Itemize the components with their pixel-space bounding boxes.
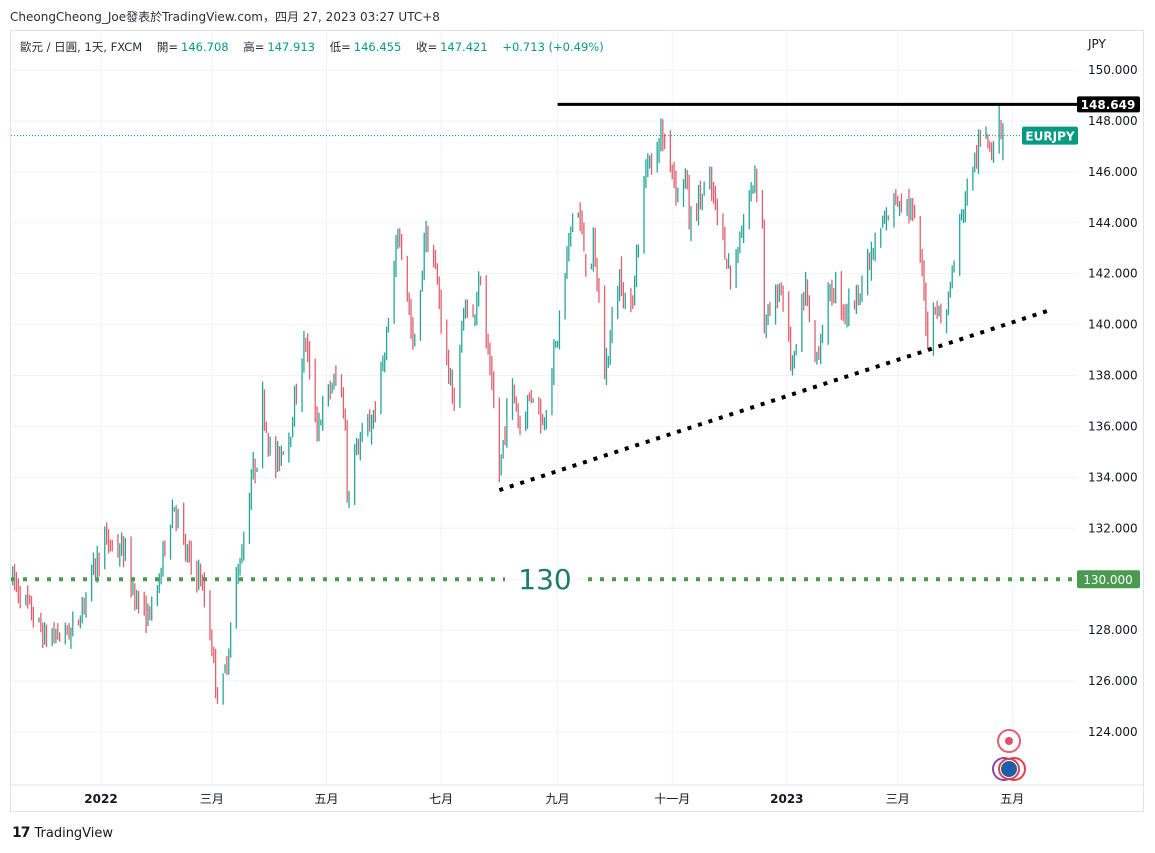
price-tick-label: 128.000 xyxy=(1088,623,1138,637)
close-label: 收= xyxy=(415,40,438,54)
publish-info: CheongCheong_Joe發表於TradingView.com，四月 27… xyxy=(10,10,440,24)
price-tick-label: 144.000 xyxy=(1088,216,1138,230)
tradingview-wordmark: TradingView xyxy=(34,825,114,841)
time-tick-label: 2023 xyxy=(770,792,803,806)
price-tick-label: 138.000 xyxy=(1088,369,1138,383)
price-tick-label: 140.000 xyxy=(1088,318,1138,332)
price-tick-label: 148.000 xyxy=(1088,114,1138,128)
level-130-badge xyxy=(1077,570,1140,589)
tradingview-logo-icon: 17 xyxy=(12,825,31,841)
level-130-text: 130 xyxy=(518,563,571,596)
time-tick-label: 三月 xyxy=(200,792,224,806)
price-tick-label: 136.000 xyxy=(1088,419,1138,433)
price-tick-label: 146.000 xyxy=(1088,165,1138,179)
time-tick-label: 2022 xyxy=(84,792,117,806)
event-marker-dot-icon xyxy=(1005,737,1013,745)
time-tick-label: 九月 xyxy=(546,792,570,806)
support-trendline xyxy=(498,308,1051,492)
footer-brand[interactable]: 17 TradingView xyxy=(12,825,113,841)
time-tick-label: 五月 xyxy=(1000,792,1024,806)
drawings: 130 xyxy=(11,102,1078,596)
resistance-price-badge xyxy=(1077,96,1140,113)
axes: JPY 150.000 148.000 146.000 144.000 142.000 14… xyxy=(11,37,1143,806)
open-value: 146.708 xyxy=(181,40,229,54)
price-tick-label: 134.000 xyxy=(1088,470,1138,484)
symbol-info: 歐元 / 日圓, 1天, FXCM xyxy=(20,40,143,54)
resistance-price-label: 148.649 xyxy=(1081,98,1136,112)
currency-label: JPY xyxy=(1087,37,1107,51)
price-tick-label: 124.000 xyxy=(1088,725,1138,739)
symbol-badge-label: EURJPY xyxy=(1025,130,1074,144)
time-tick-label: 七月 xyxy=(429,792,453,806)
time-tick-label: 三月 xyxy=(886,792,910,806)
price-tick-label: 132.000 xyxy=(1088,521,1138,535)
ohlc-legend: 歐元 / 日圓, 1天, FXCM 開= 146.708 高= 147.913 低=… xyxy=(20,39,607,55)
eu-flag-icon xyxy=(1001,761,1017,777)
candles xyxy=(12,104,1004,705)
level-130-axis-label: 130.000 xyxy=(1083,573,1133,587)
open-label: 開= xyxy=(156,40,179,54)
low-value: 146.455 xyxy=(353,40,402,54)
grid xyxy=(11,31,1078,785)
symbol-badge xyxy=(1022,126,1078,145)
time-tick-label: 十一月 xyxy=(654,792,690,806)
change-value: +0.713 (+0.49%) xyxy=(502,40,604,54)
time-tick-label: 五月 xyxy=(314,792,338,806)
price-tick-label: 150.000 xyxy=(1088,63,1138,77)
price-tick-label: 126.000 xyxy=(1088,674,1138,688)
close-value: 147.421 xyxy=(440,40,488,54)
price-tick-label: 142.000 xyxy=(1088,267,1138,281)
chart-frame xyxy=(10,30,1144,812)
high-value: 147.913 xyxy=(267,40,315,54)
high-label: 高= xyxy=(243,40,265,54)
low-label: 低= xyxy=(329,40,351,54)
